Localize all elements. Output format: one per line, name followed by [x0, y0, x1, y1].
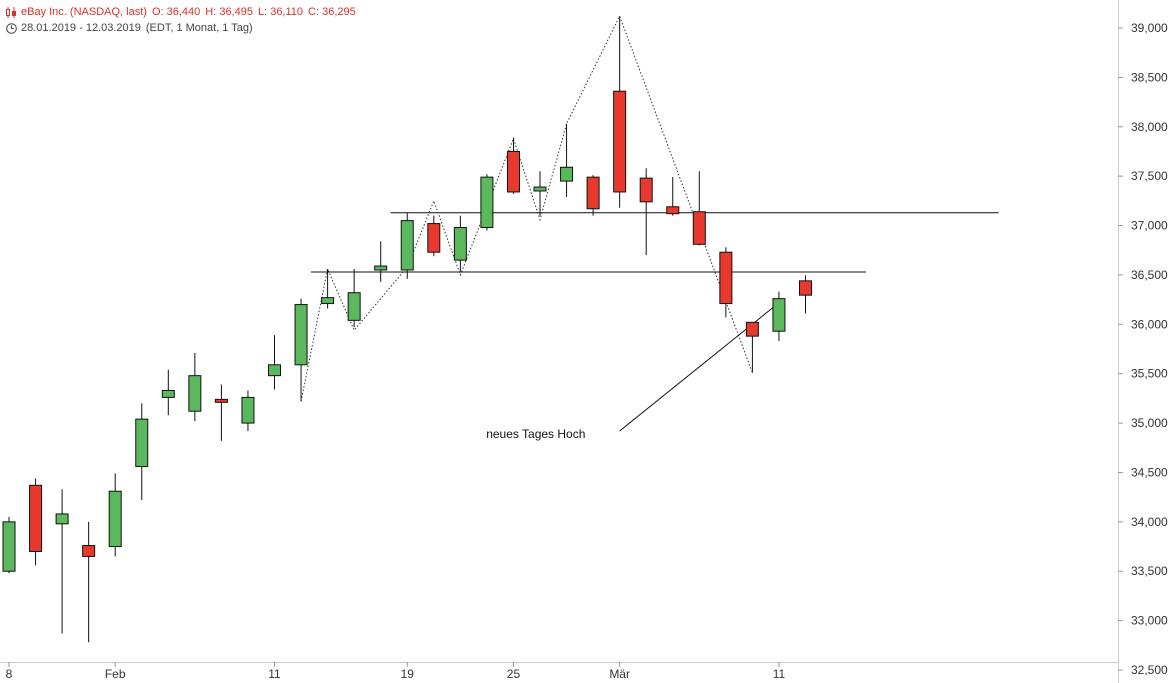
candle-body	[29, 484, 43, 552]
candle-body	[692, 211, 706, 245]
candle-body	[506, 150, 520, 193]
candle	[427, 215, 441, 257]
candle-body	[772, 298, 786, 332]
close-value: C: 36,295	[308, 6, 356, 18]
chart-header-quote: eBay Inc. (NASDAQ, last) O: 36,440 H: 36,4…	[6, 6, 361, 18]
x-tick-label: Feb	[105, 667, 126, 681]
y-tick-label: 37,000	[1131, 219, 1168, 233]
candle	[321, 268, 335, 309]
y-tick-label: 33,000	[1131, 614, 1168, 628]
candle-body	[108, 490, 122, 548]
candle	[29, 478, 43, 566]
candle-body	[214, 398, 228, 403]
candle-body	[453, 227, 467, 261]
candle-body	[560, 166, 574, 182]
candle	[692, 171, 706, 246]
period-interval: (EDT, 1 Monat, 1 Tag)	[145, 22, 253, 34]
y-tick-label: 32,500	[1131, 663, 1168, 677]
y-tick-label: 34,000	[1131, 515, 1168, 529]
candle-body	[82, 545, 96, 557]
y-tick-label: 38,500	[1131, 70, 1168, 84]
candle	[745, 321, 759, 373]
candle	[480, 174, 494, 231]
chart-header-period: 28.01.2019 - 12.03.2019 (EDT, 1 Monat, 1 …	[6, 22, 258, 34]
y-tick-label: 38,000	[1131, 120, 1168, 134]
candle-body	[427, 223, 441, 253]
candle	[82, 521, 96, 643]
candle-body	[188, 375, 202, 412]
candle	[347, 268, 361, 328]
zigzag-line	[300, 14, 753, 402]
y-tick-label: 35,000	[1131, 416, 1168, 430]
candle-body	[2, 521, 16, 572]
candle	[560, 123, 574, 197]
candle-body	[294, 304, 308, 366]
x-tick-label: 11	[268, 667, 281, 681]
clock-icon	[6, 22, 17, 34]
candle	[214, 384, 228, 441]
candle	[55, 489, 69, 634]
instrument-name: eBay Inc. (NASDAQ, last)	[21, 6, 147, 18]
low-value: L: 36,110	[257, 6, 304, 18]
candle	[188, 352, 202, 422]
annotation-label: neues Tages Hoch	[486, 427, 585, 441]
candle	[533, 171, 547, 216]
candle-body	[799, 280, 812, 296]
candle-body	[533, 186, 547, 192]
candle	[374, 241, 388, 282]
y-tick-label: 35,500	[1131, 367, 1168, 381]
candle-body	[374, 265, 388, 271]
y-tick-label: 37,500	[1131, 169, 1168, 183]
high-value: H: 36,495	[205, 6, 253, 18]
candle	[294, 298, 308, 402]
candle	[241, 390, 255, 431]
candle-body	[400, 220, 414, 271]
candle-body	[135, 418, 149, 468]
candle-body	[241, 396, 255, 424]
candle-body	[666, 206, 680, 215]
y-tick-label: 36,000	[1131, 317, 1168, 331]
candle-body	[55, 513, 69, 525]
candle	[666, 177, 680, 216]
candle	[453, 215, 467, 272]
candle	[772, 291, 786, 342]
y-tick-label: 33,500	[1131, 564, 1168, 578]
x-tick-label: 19	[401, 667, 415, 681]
period-range: 28.01.2019 - 12.03.2019	[21, 22, 141, 34]
candle-body	[639, 177, 653, 203]
candle	[506, 137, 520, 194]
x-tick-label: 25	[507, 667, 521, 681]
y-tick-label: 39,000	[1131, 21, 1168, 35]
candle-body	[268, 364, 281, 377]
x-tick-label: Mär	[609, 667, 630, 681]
candlestick-icon	[6, 6, 16, 18]
candle-body	[745, 321, 759, 337]
candle	[400, 212, 414, 279]
trend-line	[619, 300, 782, 432]
x-tick-label: 8	[6, 667, 13, 681]
candle	[639, 168, 653, 256]
candle	[586, 175, 600, 216]
candle	[268, 335, 281, 390]
candle	[135, 403, 149, 501]
candle	[2, 516, 16, 574]
candle	[613, 16, 627, 208]
candle-body	[586, 176, 600, 210]
y-tick-label: 34,500	[1131, 465, 1168, 479]
candle	[799, 275, 812, 314]
y-tick-label: 36,500	[1131, 268, 1168, 282]
candle-body	[613, 90, 627, 193]
open-value: O: 36,440	[151, 6, 201, 18]
candle-body	[321, 297, 335, 305]
candle-body	[161, 389, 175, 398]
candle-body	[719, 251, 733, 305]
candle	[719, 247, 733, 318]
candle	[108, 473, 122, 557]
candle-body	[347, 292, 361, 321]
candle-body	[480, 176, 494, 229]
candle	[161, 369, 175, 416]
x-tick-label: 11	[773, 667, 786, 681]
